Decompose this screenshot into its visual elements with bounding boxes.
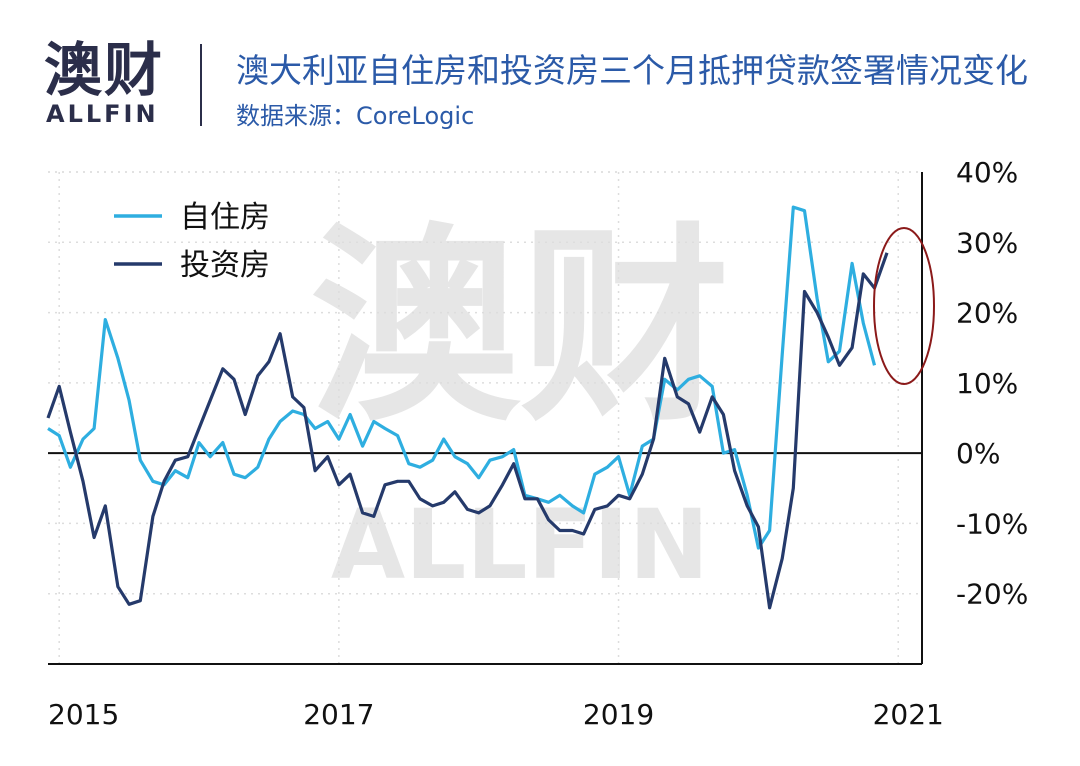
watermark: 澳财 ALLFIN — [310, 205, 730, 601]
x-tick-label: 2015 — [48, 698, 119, 731]
y-tick-label: 30% — [956, 226, 1018, 259]
y-tick-label: -10% — [956, 507, 1028, 540]
gridlines — [48, 171, 922, 664]
x-tick-label: 2017 — [303, 698, 374, 731]
chart-title: 澳大利亚自住房和投资房三个月抵押贷款签署情况变化 — [236, 51, 1028, 90]
legend-label-0: 自住房 — [180, 200, 270, 235]
highlight-circle — [873, 227, 935, 385]
y-tick-label: 20% — [956, 297, 1018, 330]
watermark-english: ALLFIN — [331, 489, 709, 601]
logo-chinese: 澳财 — [44, 36, 165, 104]
series-line-1 — [46, 252, 889, 610]
series-lines — [46, 205, 889, 610]
y-tick-label: -20% — [956, 578, 1028, 611]
x-tick-labels: 2015 2017 2019 2021 — [48, 698, 944, 731]
legend-label-1: 投资房 — [180, 248, 270, 283]
data-source: 数据来源：CoreLogic — [236, 102, 475, 130]
watermark-chinese: 澳财 — [310, 205, 730, 450]
y-tick-label: 10% — [956, 367, 1018, 400]
logo-english: ALLFIN — [46, 100, 159, 128]
header-divider — [200, 44, 202, 126]
series-line-0 — [47, 205, 877, 550]
y-tick-label: 40% — [956, 156, 1018, 189]
y-tick-label: 0% — [956, 437, 1000, 470]
x-tick-label: 2021 — [873, 698, 944, 731]
y-tick-labels: 40% 30% 20% 10% 0% -10% -20% — [956, 156, 1028, 611]
x-tick-label: 2019 — [583, 698, 654, 731]
